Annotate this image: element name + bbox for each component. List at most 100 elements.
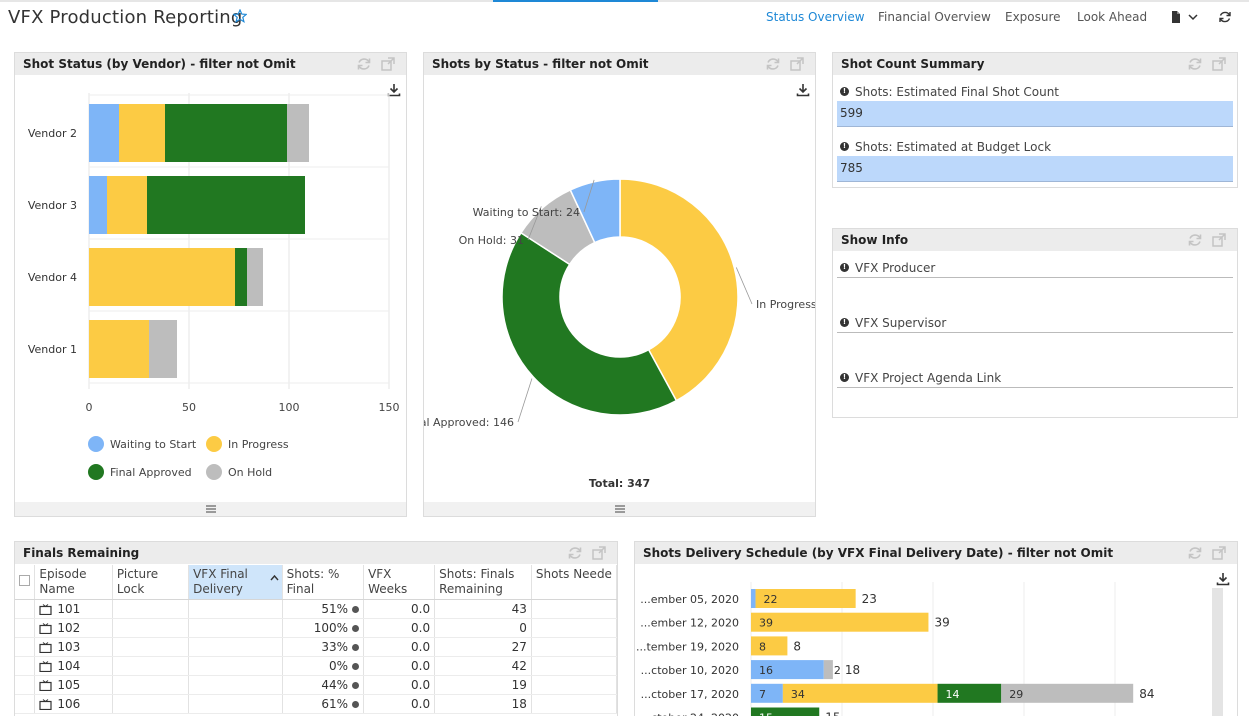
donut-slice[interactable] — [501, 231, 678, 416]
bar-segment[interactable] — [165, 104, 287, 162]
chevron-down-icon[interactable] — [1186, 10, 1200, 24]
bar-segment[interactable] — [751, 612, 929, 632]
select-all-checkbox[interactable] — [19, 575, 30, 586]
bar-segment[interactable] — [751, 707, 820, 716]
download-icon[interactable] — [796, 83, 810, 97]
bar-segment[interactable] — [89, 320, 149, 378]
panel-header: Show Info — [833, 229, 1237, 251]
vfx-producer-field[interactable] — [837, 277, 1233, 278]
panel-header: Finals Remaining — [15, 542, 617, 564]
expand-icon[interactable] — [591, 545, 607, 561]
col-episode-name[interactable]: Episode Name — [34, 565, 113, 600]
slice-label: Final Approved: 146 — [424, 416, 514, 429]
tab-look-ahead[interactable]: Look Ahead — [1077, 10, 1148, 24]
col-vfx-weeks[interactable]: VFX Weeks — [363, 565, 436, 600]
bar-segment[interactable] — [89, 248, 235, 306]
bar-segment[interactable] — [755, 589, 856, 608]
col-vfx-final-delivery-label: VFX Final Delivery — [193, 567, 248, 596]
table-row[interactable]: 104 0% 0.0 42 — [15, 656, 617, 676]
episode-name[interactable]: 106 — [57, 697, 81, 711]
y-category-label: ...ember 12, 2020 — [640, 617, 739, 630]
pct-final-cell: 61% — [282, 694, 365, 714]
refresh-icon[interactable] — [1187, 232, 1203, 248]
legend-swatch-on-hold — [206, 464, 222, 480]
bar-segment[interactable] — [751, 683, 783, 703]
row-select-cell — [15, 675, 36, 695]
pct-final-value: 100% — [313, 621, 349, 635]
estimated-at-budget-lock-field[interactable]: 785 — [837, 156, 1233, 182]
donut-slice[interactable] — [619, 178, 739, 402]
expand-icon[interactable] — [789, 56, 805, 72]
tab-status-overview[interactable]: Status Overview — [766, 10, 865, 24]
episode-name[interactable]: 101 — [57, 602, 81, 616]
expand-icon[interactable] — [1211, 232, 1227, 248]
panel-header: Shots by Status - filter not Omit — [424, 53, 815, 75]
bar-segment[interactable] — [1001, 683, 1134, 703]
episode-name[interactable]: 104 — [57, 659, 81, 673]
sort-ascending-icon[interactable] — [270, 574, 279, 581]
vfx-project-agenda-link-field[interactable] — [837, 387, 1233, 388]
bar-segment[interactable] — [89, 104, 119, 162]
col-finals-remaining[interactable]: Shots: Finals Remaining — [434, 565, 532, 600]
expand-icon[interactable] — [1211, 56, 1227, 72]
chart-scrollbar[interactable] — [1212, 588, 1223, 716]
status-dot-icon — [352, 701, 360, 708]
table-row[interactable]: 105 44% 0.0 19 — [15, 675, 617, 695]
panel-resize-handle[interactable] — [15, 502, 406, 516]
col-shots-needed[interactable]: Shots Neede — [531, 565, 617, 600]
bar-segment[interactable] — [287, 104, 309, 162]
col-vfx-final-delivery[interactable]: VFX Final Delivery — [188, 565, 283, 600]
refresh-icon[interactable] — [1218, 10, 1232, 24]
estimated-final-shot-count-field[interactable]: 599 — [837, 101, 1233, 127]
info-icon[interactable]: ! — [840, 263, 849, 272]
table-row[interactable]: 103 33% 0.0 27 — [15, 637, 617, 657]
episode-name[interactable]: 102 — [57, 621, 81, 635]
refresh-icon[interactable] — [356, 56, 372, 72]
info-icon[interactable]: ! — [840, 87, 849, 96]
document-icon[interactable] — [1169, 10, 1183, 24]
bar-segment[interactable] — [782, 683, 938, 703]
refresh-icon[interactable] — [765, 56, 781, 72]
table-row[interactable]: 101 51% 0.0 43 — [15, 599, 617, 619]
episode-name[interactable]: 103 — [57, 640, 81, 654]
tab-financial-overview[interactable]: Financial Overview — [878, 10, 991, 24]
bar-segment[interactable] — [247, 248, 263, 306]
episode-name-cell: 101 — [34, 599, 113, 619]
table-row[interactable]: 106 61% 0.0 18 — [15, 694, 617, 714]
bar-segment[interactable] — [235, 248, 247, 306]
x-tick-label: 50 — [182, 401, 196, 414]
table-row[interactable]: 102 100% 0.0 0 — [15, 618, 617, 638]
refresh-icon[interactable] — [1187, 56, 1203, 72]
info-icon[interactable]: ! — [840, 373, 849, 382]
bar-segment[interactable] — [751, 589, 756, 608]
vfx-supervisor-field[interactable] — [837, 332, 1233, 333]
bar-segment[interactable] — [89, 176, 107, 234]
donut-slice[interactable] — [569, 178, 621, 244]
episode-name[interactable]: 105 — [57, 678, 81, 692]
bar-segment[interactable] — [937, 683, 1002, 703]
segment-value-label: 8 — [759, 640, 766, 653]
row-select-cell — [15, 694, 36, 714]
select-all-checkbox-cell[interactable] — [15, 565, 36, 600]
star-icon[interactable] — [233, 9, 247, 23]
refresh-icon[interactable] — [1187, 545, 1203, 561]
y-category-label: ...tember 19, 2020 — [636, 640, 739, 653]
col-pct-final[interactable]: Shots: % Final — [282, 565, 365, 600]
expand-icon[interactable] — [1211, 545, 1227, 561]
expand-icon[interactable] — [380, 56, 396, 72]
bar-segment[interactable] — [823, 660, 833, 680]
tab-exposure[interactable]: Exposure — [1005, 10, 1061, 24]
download-icon[interactable] — [1216, 572, 1230, 586]
slice-label: In Progress — [756, 298, 815, 311]
bar-segment[interactable] — [751, 660, 824, 680]
bar-segment[interactable] — [751, 636, 788, 656]
refresh-icon[interactable] — [567, 545, 583, 561]
info-icon[interactable]: ! — [840, 142, 849, 151]
info-icon[interactable]: ! — [840, 318, 849, 327]
panel-resize-handle[interactable] — [424, 502, 815, 516]
bar-segment[interactable] — [147, 176, 305, 234]
bar-segment[interactable] — [149, 320, 177, 378]
bar-segment[interactable] — [119, 104, 165, 162]
bar-segment[interactable] — [107, 176, 147, 234]
col-picture-lock[interactable]: Picture Lock — [112, 565, 190, 600]
